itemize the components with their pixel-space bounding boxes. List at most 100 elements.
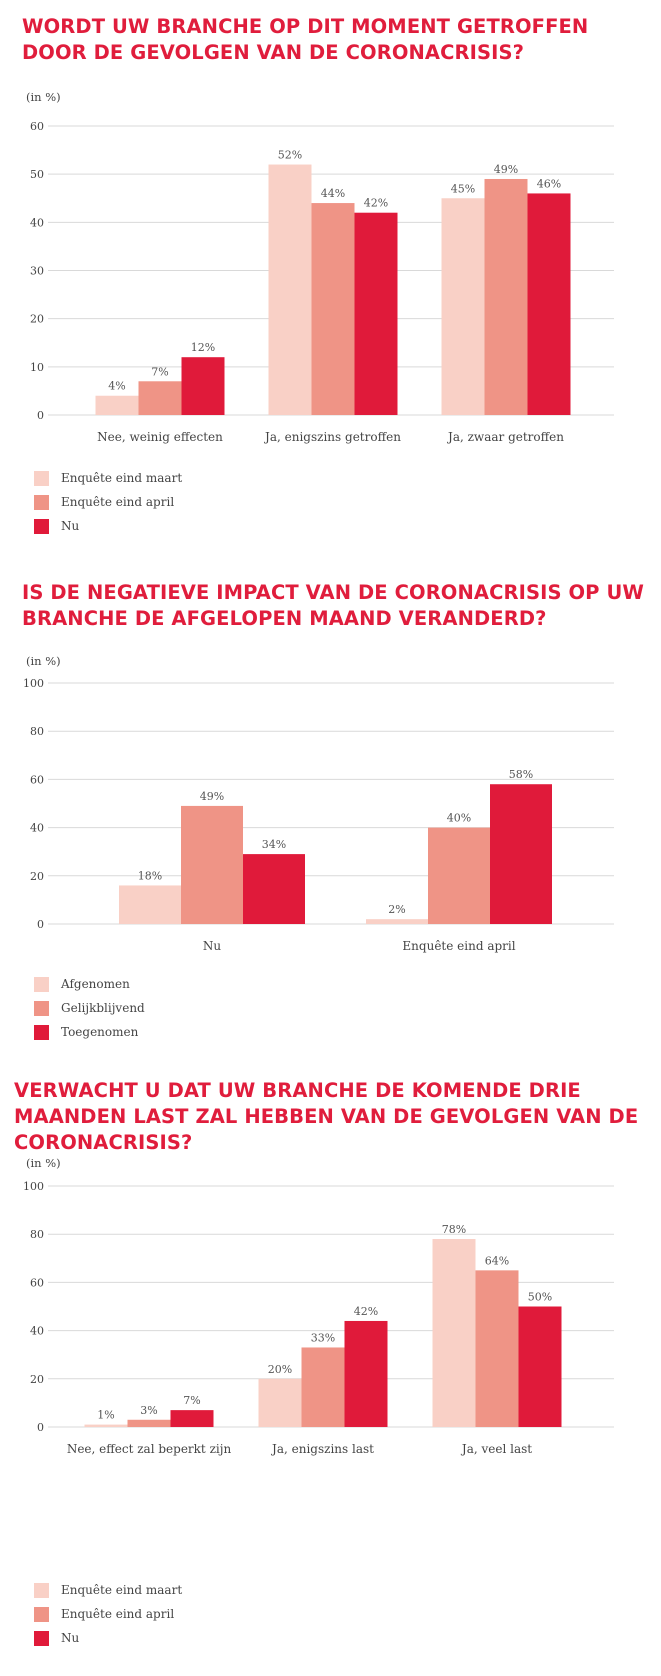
bar xyxy=(170,1410,214,1427)
y-tick-label: 60 xyxy=(30,120,44,133)
category-label: Ja, enigszins last xyxy=(270,1442,374,1456)
y-tick-label: 30 xyxy=(30,265,44,278)
legend-swatch xyxy=(34,1000,49,1016)
category-label: Ja, veel last xyxy=(460,1442,532,1456)
category-label: Ja, zwaar getroffen xyxy=(446,430,564,444)
y-tick-label: 0 xyxy=(37,1421,44,1434)
data-label: 46% xyxy=(537,177,561,190)
y-tick-label: 80 xyxy=(30,725,44,738)
data-label: 7% xyxy=(183,1394,200,1407)
data-label: 49% xyxy=(200,790,224,803)
data-label: 42% xyxy=(364,197,388,210)
legend-swatch xyxy=(34,470,49,486)
bar xyxy=(181,805,243,924)
unit-label: (in %) xyxy=(26,654,61,668)
legend-item: Gelijkblijvend xyxy=(34,1000,145,1016)
legend-swatch xyxy=(34,1606,49,1622)
legend-swatch xyxy=(34,1630,49,1646)
category-label: Nu xyxy=(203,939,222,953)
data-label: 33% xyxy=(311,1331,335,1344)
legend-label: Enquête eind april xyxy=(61,1607,175,1621)
bar-chart-1: 0 10 20 30 40 50 60 4% 7% 12% Nee, weinig effecten… xyxy=(30,120,614,444)
y-tick-label: 80 xyxy=(30,1228,44,1241)
data-label: 50% xyxy=(528,1291,552,1304)
data-label: 40% xyxy=(447,812,471,825)
legend-swatch xyxy=(34,1582,49,1598)
y-tick-label: 100 xyxy=(23,677,44,690)
bar xyxy=(138,381,182,415)
legend-item: Toegenomen xyxy=(34,1024,145,1040)
data-label: 45% xyxy=(451,182,475,195)
data-label: 42% xyxy=(354,1305,378,1318)
legend: Afgenomen Gelijkblijvend Toegenomen xyxy=(34,976,145,1048)
bar xyxy=(311,203,355,415)
y-tick-label: 10 xyxy=(30,361,44,374)
bar xyxy=(301,1347,345,1427)
y-tick-label: 100 xyxy=(23,1180,44,1193)
bar xyxy=(527,193,571,415)
data-label: 12% xyxy=(191,341,215,354)
bar xyxy=(441,198,485,415)
bar xyxy=(127,1419,171,1427)
legend: Enquête eind maart Enquête eind april Nu xyxy=(34,1582,182,1654)
y-tick-label: 40 xyxy=(30,1325,44,1338)
legend-label: Afgenomen xyxy=(61,977,130,991)
bar xyxy=(475,1270,519,1427)
data-label: 78% xyxy=(442,1223,466,1236)
legend-swatch xyxy=(34,518,49,534)
y-tick-label: 20 xyxy=(30,870,44,883)
data-label: 49% xyxy=(494,163,518,176)
legend-swatch xyxy=(34,976,49,992)
legend-label: Gelijkblijvend xyxy=(61,1001,145,1015)
chart-title: IS DE NEGATIEVE IMPACT VAN DE CORONACRIS… xyxy=(22,581,645,630)
bar xyxy=(428,827,490,924)
bar xyxy=(243,854,305,924)
bar xyxy=(84,1424,128,1427)
bar xyxy=(119,885,181,924)
data-label: 20% xyxy=(268,1363,292,1376)
legend-label: Nu xyxy=(61,1631,80,1645)
y-tick-label: 40 xyxy=(30,216,44,229)
unit-label: (in %) xyxy=(26,1156,61,1170)
legend-swatch xyxy=(34,494,49,510)
category-label: Ja, enigszins getroffen xyxy=(263,430,401,444)
category-label: Nee, effect zal beperkt zijn xyxy=(67,1442,232,1456)
data-label: 1% xyxy=(97,1409,114,1422)
bar xyxy=(354,212,398,415)
data-label: 34% xyxy=(262,838,286,851)
legend-label: Enquête eind maart xyxy=(61,1583,183,1597)
legend-swatch xyxy=(34,1024,49,1040)
legend-label: Nu xyxy=(61,519,80,533)
data-label: 4% xyxy=(108,380,125,393)
legend-item: Nu xyxy=(34,1630,182,1646)
data-label: 58% xyxy=(509,768,533,781)
legend-label: Toegenomen xyxy=(61,1025,139,1039)
bar xyxy=(518,1306,562,1427)
legend-item: Enquête eind maart xyxy=(34,1582,182,1598)
data-label: 18% xyxy=(138,869,162,882)
chart-title: VERWACHT U DAT UW BRANCHE DE KOMENDE DRI… xyxy=(14,1079,639,1154)
legend-item: Afgenomen xyxy=(34,976,145,992)
y-tick-label: 60 xyxy=(30,773,44,786)
bar xyxy=(268,164,312,415)
legend-item: Nu xyxy=(34,518,182,534)
legend-item: Enquête eind maart xyxy=(34,470,182,486)
legend-item: Enquête eind april xyxy=(34,1606,182,1622)
bar xyxy=(366,919,428,924)
y-tick-label: 0 xyxy=(37,409,44,422)
bar-chart-3: 0 20 40 60 80 100 1% 3% 7% Nee, effect zal beperk… xyxy=(23,1180,614,1456)
y-tick-label: 40 xyxy=(30,822,44,835)
bar xyxy=(181,357,225,415)
bar xyxy=(258,1378,302,1427)
y-tick-label: 20 xyxy=(30,1373,44,1386)
chart-title: WORDT UW BRANCHE OP DIT MOMENT GETROFFEN… xyxy=(22,15,589,64)
data-label: 7% xyxy=(151,365,168,378)
bar xyxy=(95,395,139,415)
legend-label: Enquête eind april xyxy=(61,495,175,509)
bar xyxy=(344,1320,388,1427)
y-tick-label: 60 xyxy=(30,1276,44,1289)
data-label: 44% xyxy=(321,187,345,200)
data-label: 3% xyxy=(140,1404,157,1417)
data-label: 64% xyxy=(485,1254,509,1267)
data-label: 2% xyxy=(388,903,405,916)
